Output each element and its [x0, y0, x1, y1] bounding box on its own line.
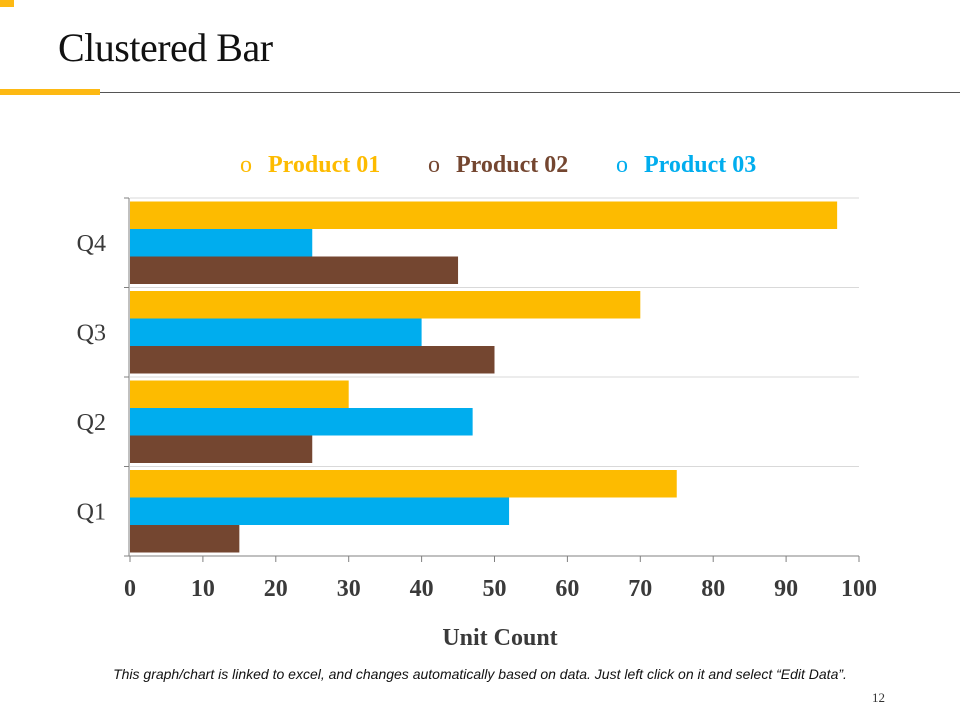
legend-marker-icon: o	[240, 152, 252, 178]
bar-product-01-q2[interactable]	[130, 380, 349, 409]
x-tick-label-20: 20	[264, 576, 288, 602]
chart-gridlines	[130, 197, 859, 467]
bar-product-02-q1[interactable]	[130, 525, 240, 553]
x-tick-label-10: 10	[191, 576, 215, 602]
legend-marker-icon: o	[616, 152, 628, 178]
bar-product-03-q3[interactable]	[130, 318, 422, 347]
x-tick-label-40: 40	[410, 576, 434, 602]
legend-item-product-03[interactable]: Product 03	[644, 152, 756, 178]
y-tick-label-q4: Q4	[77, 231, 106, 257]
bar-product-03-q2[interactable]	[130, 408, 473, 436]
y-tick-label-q2: Q2	[77, 410, 106, 436]
x-tick-label-60: 60	[555, 576, 579, 602]
bar-product-01-q3[interactable]	[130, 291, 641, 319]
y-tick-label-q3: Q3	[77, 320, 106, 346]
x-tick-label-90: 90	[774, 576, 798, 602]
legend-item-product-01[interactable]: Product 01	[268, 152, 380, 178]
y-axis-ticks: Q1 Q2 Q3 Q4	[77, 231, 106, 526]
chart-legend: o Product 01 o Product 02 o Product 03	[240, 152, 756, 178]
slide-title: Clustered Bar	[58, 25, 273, 70]
clustered-bar-chart[interactable]: o Product 01 o Product 02 o Product 03 0 10 20 3…	[0, 0, 960, 660]
x-axis-ticks: 0 10 20 30 40 50 60 70 80 90 100	[124, 576, 877, 602]
bar-product-02-q2[interactable]	[130, 435, 313, 464]
legend-item-product-02[interactable]: Product 02	[456, 152, 568, 178]
corner-accent	[0, 0, 14, 7]
header-accent-bar	[0, 89, 100, 95]
bar-product-03-q4[interactable]	[130, 229, 313, 257]
x-tick-label-50: 50	[483, 576, 507, 602]
bar-product-02-q4[interactable]	[130, 256, 459, 285]
x-tick-label-80: 80	[701, 576, 725, 602]
footnote: This graph/chart is linked to excel, and…	[113, 666, 847, 682]
x-tick-label-70: 70	[628, 576, 652, 602]
bar-product-01-q4[interactable]	[130, 201, 838, 230]
header-divider	[0, 92, 960, 93]
y-tick-label-q1: Q1	[77, 499, 106, 525]
chart-bars	[130, 201, 838, 553]
bar-product-02-q3[interactable]	[130, 346, 495, 374]
x-tick-label-100: 100	[841, 576, 877, 602]
chart-axes	[124, 197, 860, 562]
bar-product-01-q1[interactable]	[130, 470, 677, 498]
x-axis-label: Unit Count	[442, 625, 557, 651]
x-tick-label-30: 30	[337, 576, 361, 602]
x-tick-label-0: 0	[124, 576, 136, 602]
legend-marker-icon: o	[428, 152, 440, 178]
bar-product-03-q1[interactable]	[130, 497, 510, 526]
page-number: 12	[872, 690, 885, 705]
